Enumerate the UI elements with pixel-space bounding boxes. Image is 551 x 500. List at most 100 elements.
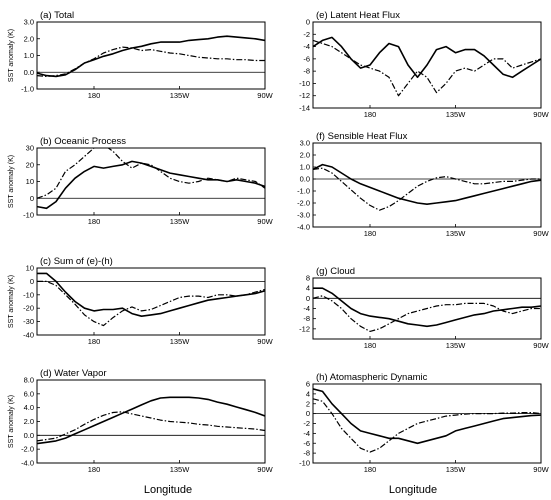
- x-tick-label: 180: [364, 341, 377, 350]
- panel-b: (b) Oceanic Process -10 0 10 20 30 180 135W 90W S…: [8, 136, 274, 226]
- y-tick-label: 0: [306, 294, 310, 303]
- x-tick-label: 180: [364, 465, 377, 474]
- y-tick-label: 6.0: [24, 389, 34, 398]
- y-tick-label: 4: [306, 284, 310, 293]
- x-tick-label: 180: [364, 110, 377, 119]
- y-tick-label: 0: [30, 194, 34, 203]
- y-tick-label: -12: [299, 91, 310, 100]
- y-tick-label: 8: [306, 274, 310, 283]
- x-tick-label: 90W: [257, 91, 273, 100]
- x-tick-label: 135W: [170, 217, 191, 226]
- panel-c: (c) Sum of (e)-(h) -40 -30 -20 -10 0 10 180 135W…: [8, 256, 274, 346]
- y-tick-label: 2.0: [24, 417, 34, 426]
- y-tick-label: -6: [303, 439, 310, 448]
- plot-frame: [36, 21, 266, 90]
- y-tick-label: -40: [23, 331, 34, 340]
- y-tick-label: 0.0: [24, 431, 34, 440]
- series-line-solid: [313, 388, 541, 445]
- y-tick-label: 2: [306, 399, 310, 408]
- plot-frame: [312, 142, 542, 228]
- y-tick-label: -4: [303, 304, 310, 313]
- y-tick-label: 20: [26, 160, 34, 169]
- series-line-solid: [37, 160, 265, 210]
- y-tick-label: -8: [303, 314, 310, 323]
- y-tick-label: -20: [23, 304, 34, 313]
- y-tick-label: -3.0: [297, 211, 310, 220]
- y-tick-label: 4: [306, 389, 310, 398]
- y-tick-label: -8: [303, 67, 310, 76]
- panel-title: (g) Cloud: [316, 266, 355, 277]
- y-tick-label: 2.0: [24, 34, 34, 43]
- x-tick-label: 180: [88, 337, 101, 346]
- series-line-solid: [37, 272, 265, 317]
- y-tick-label: -4.0: [21, 459, 34, 468]
- plot-frame: [36, 267, 266, 336]
- y-tick-label: -10: [23, 211, 34, 220]
- y-tick-label: -1.0: [297, 187, 310, 196]
- y-tick-label: 3.0: [24, 18, 34, 27]
- x-tick-label: 90W: [533, 110, 549, 119]
- y-tick-label: 0: [306, 409, 310, 418]
- x-tick-label: 180: [88, 217, 101, 226]
- y-axis-label: SST anomaly (K): [8, 155, 15, 208]
- y-tick-label: 0: [30, 277, 34, 286]
- x-tick-label: 90W: [533, 341, 549, 350]
- x-tick-label: 90W: [533, 229, 549, 238]
- panel-title: (h) Atomaspheric Dynamic: [316, 372, 428, 383]
- y-tick-label: 1.0: [24, 51, 34, 60]
- y-tick-label: -14: [299, 104, 310, 113]
- series-line-dashdot: [37, 46, 265, 77]
- y-tick-label: -10: [299, 459, 310, 468]
- series-line-dashdot: [37, 148, 265, 199]
- x-tick-label: 90W: [257, 465, 273, 474]
- x-tick-label: 135W: [170, 465, 191, 474]
- y-tick-label: 6: [306, 380, 310, 389]
- y-tick-label: 8.0: [24, 376, 34, 385]
- x-tick-label: 180: [364, 229, 377, 238]
- y-tick-label: -4.0: [297, 223, 310, 232]
- panel-title: (e) Latent Heat Flux: [316, 10, 400, 21]
- y-tick-label: 10: [26, 177, 34, 186]
- y-tick-label: 10: [26, 264, 34, 273]
- panel-f: (f) Sensible Heat Flux -4.0 -3.0 -2.0 -1.0 0.…: [297, 131, 550, 238]
- y-axis-label: SST anomaly (K): [8, 395, 15, 448]
- y-tick-label: -1.0: [21, 85, 34, 94]
- y-tick-label: -2.0: [297, 199, 310, 208]
- series-line-dashdot: [313, 398, 541, 453]
- plot-frame: [312, 21, 542, 109]
- series-line-solid: [313, 287, 541, 328]
- panel-title: (d) Water Vapor: [40, 368, 107, 379]
- y-tick-label: -2: [303, 419, 310, 428]
- y-tick-label: -6: [303, 54, 310, 63]
- x-tick-label: 90W: [533, 465, 549, 474]
- series-line-dashdot: [313, 295, 541, 332]
- y-axis-label: SST anomaly (K): [8, 29, 15, 82]
- x-tick-label: 135W: [446, 465, 467, 474]
- panel-title: (c) Sum of (e)-(h): [40, 256, 113, 267]
- x-tick-label: 90W: [257, 217, 273, 226]
- plot-frame: [312, 383, 542, 464]
- panel-d: (d) Water Vapor -4.0 -2.0 0.0 2.0 4.0 6.0 8.0 18…: [8, 368, 274, 474]
- plot-frame: [36, 379, 266, 464]
- y-tick-label: -2: [303, 30, 310, 39]
- x-tick-label: 180: [88, 91, 101, 100]
- x-axis-title-right: Longitude: [389, 484, 437, 496]
- panel-a: (a) Total -1.0 0.0 1.0 2.0 3.0 180 135W 90W SST a…: [8, 10, 274, 100]
- y-tick-label: 30: [26, 144, 34, 153]
- x-axis-title-left: Longitude: [144, 484, 192, 496]
- y-tick-label: -4: [303, 42, 310, 51]
- y-axis-label: SST anomaly (K): [8, 275, 15, 328]
- x-tick-label: 135W: [170, 337, 191, 346]
- y-tick-label: -8: [303, 449, 310, 458]
- panel-title: (a) Total: [40, 10, 74, 21]
- series-line-solid: [37, 396, 265, 445]
- panel-title: (f) Sensible Heat Flux: [316, 131, 408, 142]
- x-tick-label: 135W: [170, 91, 191, 100]
- y-tick-label: -4: [303, 429, 310, 438]
- y-tick-label: -10: [299, 79, 310, 88]
- y-tick-label: 4.0: [24, 403, 34, 412]
- y-tick-label: -10: [23, 290, 34, 299]
